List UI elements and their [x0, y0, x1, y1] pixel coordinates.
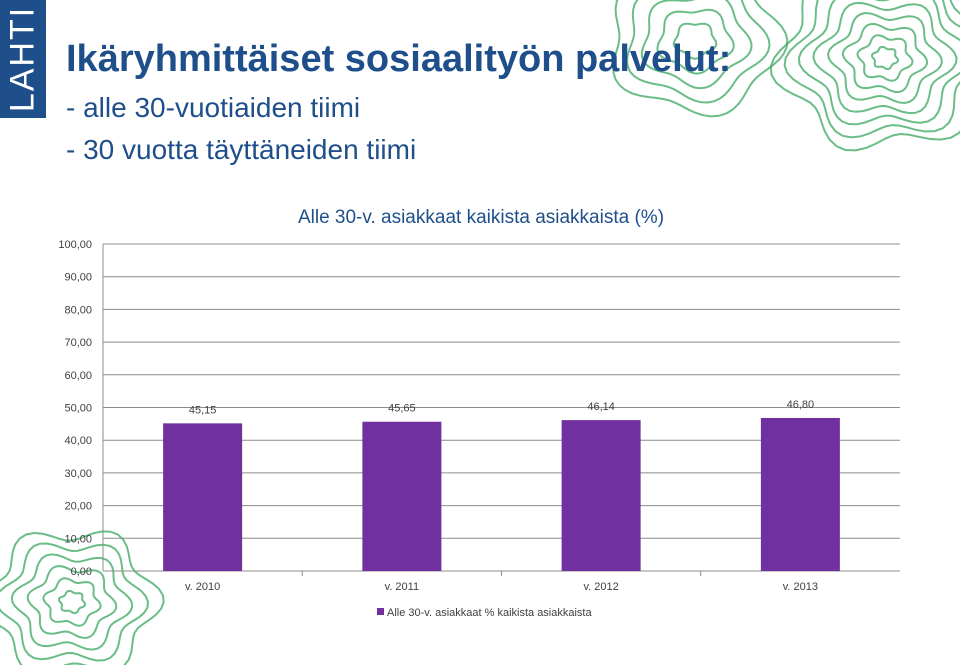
bar-data-label: 45,65 [388, 403, 416, 415]
bar-data-label: 45,15 [189, 404, 217, 416]
y-tick-label: 10,00 [64, 533, 92, 545]
page-title: Ikäryhmittäiset sosiaalityön palvelut: [66, 38, 732, 80]
y-tick-label: 50,00 [64, 403, 92, 415]
contour-top-right [769, 0, 960, 152]
x-tick-label: v. 2012 [583, 581, 618, 593]
contour-bottom-left [0, 530, 165, 665]
subtitle-line-2: - 30 vuotta täyttäneiden tiimi [66, 134, 417, 165]
bar-data-label: 46,80 [787, 399, 815, 411]
x-tick-label: v. 2011 [385, 581, 419, 593]
y-tick-label: 90,00 [64, 272, 92, 284]
bar [561, 420, 641, 571]
contour-top-mid [612, 0, 789, 118]
bar [760, 417, 840, 571]
chart-title: Alle 30-v. asiakkaat kaikista asiakkaist… [298, 207, 664, 228]
y-tick-label: 40,00 [64, 435, 92, 447]
bar [163, 423, 243, 571]
y-tick-label: 70,00 [64, 337, 92, 349]
y-tick-label: 100,00 [58, 239, 92, 251]
legend-label: Alle 30-v. asiakkaat % kaikista asiakkai… [387, 607, 592, 619]
x-tick-label: v. 2010 [185, 581, 220, 593]
bar [362, 421, 442, 571]
y-tick-label: 30,00 [64, 468, 92, 480]
y-tick-label: 0,00 [71, 566, 92, 578]
y-tick-label: 80,00 [64, 304, 92, 316]
subtitle-line-1: - alle 30-vuotiaiden tiimi [66, 92, 361, 123]
bar-data-label: 46,14 [587, 401, 615, 413]
y-tick-label: 60,00 [64, 370, 92, 382]
y-tick-label: 20,00 [64, 501, 92, 513]
lahti-logo: LAHTI [0, 0, 46, 118]
x-tick-label: v. 2013 [783, 581, 818, 593]
legend-swatch [377, 608, 384, 615]
